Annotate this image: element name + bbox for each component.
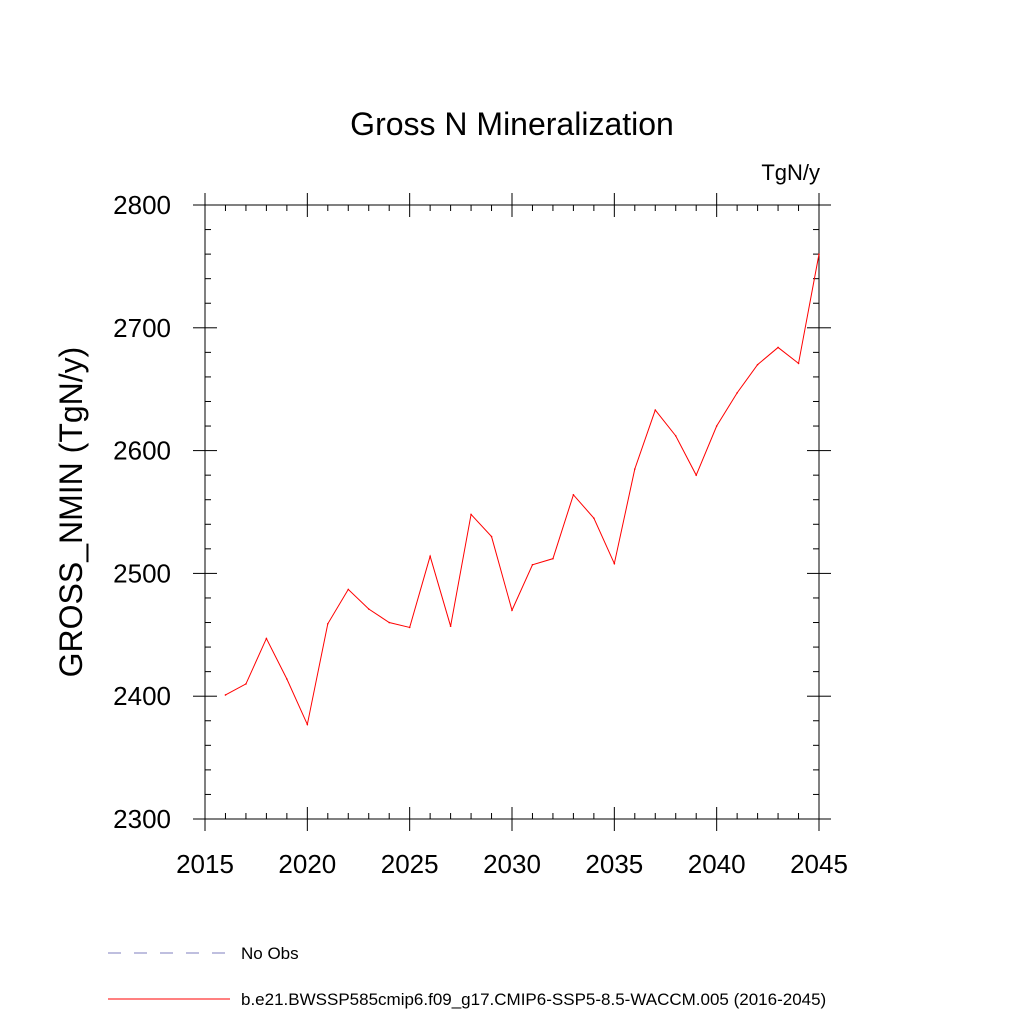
- data-point: [531, 564, 534, 566]
- x-tick-label: 2040: [688, 849, 746, 879]
- y-tick-label: 2300: [113, 804, 171, 834]
- legend-label: b.e21.BWSSP585cmip6.f09_g17.CMIP6-SSP5-8…: [241, 990, 826, 1009]
- data-point: [224, 694, 227, 696]
- series-line: [225, 254, 820, 727]
- data-point: [286, 678, 288, 680]
- data-point: [756, 363, 759, 366]
- data-point: [265, 637, 268, 640]
- data-point: [245, 683, 247, 685]
- data-point: [470, 513, 472, 516]
- data-point: [388, 621, 391, 624]
- data-point: [429, 555, 431, 558]
- data-point: [327, 622, 329, 625]
- data-point: [797, 362, 800, 365]
- data-point: [511, 609, 513, 612]
- tick-labels: 2015 2020 2025 2030 2035 2040 2045 2300 2400 2500…: [113, 190, 848, 879]
- data-point: [613, 562, 616, 565]
- data-point: [572, 494, 575, 496]
- data-point: [634, 468, 636, 470]
- y-axis-label: GROSS_NMIN (TgN/y): [53, 347, 89, 678]
- x-tick-label: 2015: [176, 849, 234, 879]
- x-tick-label: 2045: [790, 849, 848, 879]
- data-point: [306, 723, 309, 726]
- data-point: [818, 253, 820, 255]
- y-tick-label: 2600: [113, 436, 171, 466]
- data-point: [695, 474, 697, 476]
- data-point: [347, 588, 350, 591]
- data-point: [490, 535, 493, 538]
- plot-frame: [204, 204, 820, 820]
- units-label: TgN/y: [761, 160, 820, 185]
- data-point: [674, 435, 677, 437]
- y-tick-label: 2400: [113, 681, 171, 711]
- data-point: [449, 625, 452, 628]
- data-point: [367, 608, 370, 610]
- data-point: [715, 425, 718, 427]
- chart-title: Gross N Mineralization: [350, 106, 674, 142]
- data-point: [408, 626, 411, 629]
- axis-ticks: [193, 193, 831, 831]
- y-tick-label: 2700: [113, 313, 171, 343]
- legend-label: No Obs: [241, 944, 299, 963]
- x-tick-label: 2035: [585, 849, 643, 879]
- series-lines: [224, 253, 820, 727]
- data-point: [593, 517, 595, 519]
- data-point: [654, 409, 657, 411]
- data-point: [552, 557, 554, 560]
- legend: No Obs b.e21.BWSSP585cmip6.f09_g17.CMIP6-…: [108, 944, 826, 1009]
- x-tick-label: 2025: [381, 849, 439, 879]
- x-tick-label: 2020: [278, 849, 336, 879]
- data-point: [777, 346, 779, 349]
- y-tick-label: 2800: [113, 190, 171, 220]
- x-tick-label: 2030: [483, 849, 541, 879]
- y-tick-label: 2500: [113, 558, 171, 588]
- data-point: [736, 392, 738, 394]
